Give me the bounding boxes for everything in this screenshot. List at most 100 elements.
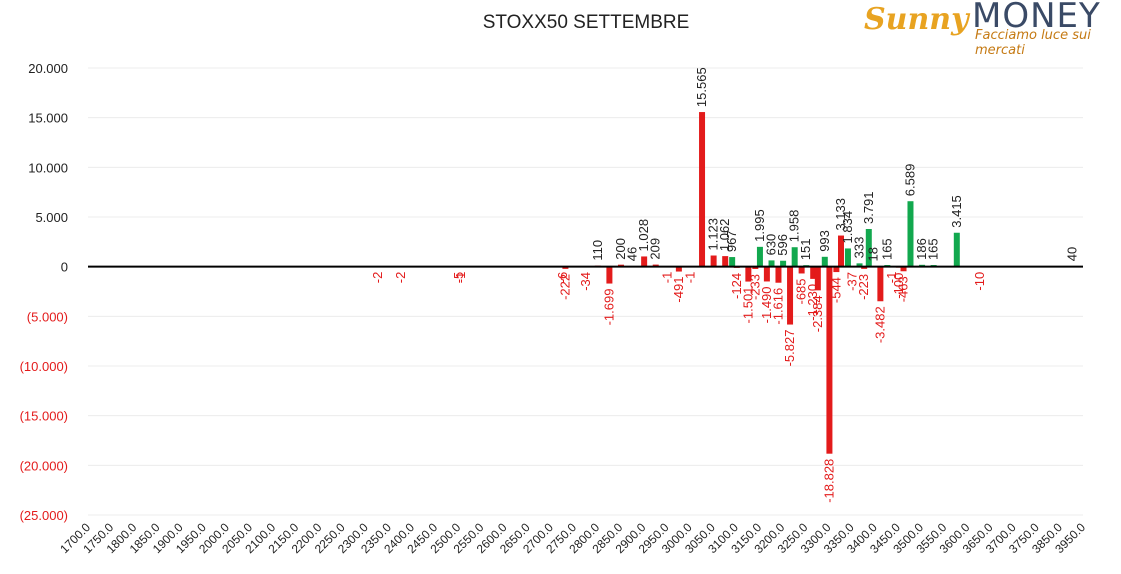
logo-wordmark: MONEY xyxy=(972,0,1101,36)
y-tick-label: 10.000 xyxy=(28,160,68,175)
bar-value-label: 165 xyxy=(879,238,894,260)
bar-value-label: 967 xyxy=(724,230,739,252)
bar-value-label: -1 xyxy=(682,272,697,284)
y-tick-label: (25.000) xyxy=(20,508,68,523)
bar-value-label: 40 xyxy=(1065,247,1080,261)
bar-value-label: 110 xyxy=(590,240,605,261)
bar-value-label: -491 xyxy=(671,277,686,303)
logo-script: Sunny xyxy=(864,2,969,37)
bar-value-label: 993 xyxy=(817,230,832,252)
bar-value-label: -100 xyxy=(891,273,906,299)
bar xyxy=(745,266,752,282)
bar-value-label: 596 xyxy=(775,234,790,256)
bar-value-label: -1.230 xyxy=(805,284,820,321)
bar-value-label: 18 xyxy=(865,247,880,261)
bar-value-label: -1.490 xyxy=(759,286,774,323)
bar xyxy=(810,266,817,279)
sunny-money-logo: Sunny MONEY Facciamo luce sui mercati xyxy=(862,0,1121,58)
bar xyxy=(641,256,648,267)
bar-value-label: 200 xyxy=(613,238,628,260)
bars xyxy=(374,112,1076,454)
bar-value-label: -3.482 xyxy=(872,306,887,343)
bar xyxy=(877,266,884,302)
bar-value-label: 3.415 xyxy=(949,195,964,228)
bar xyxy=(838,235,844,267)
bar xyxy=(752,266,759,269)
bar-value-label: -1.616 xyxy=(770,288,785,325)
bar xyxy=(722,256,729,267)
y-tick-label: 0 xyxy=(61,260,68,275)
bar xyxy=(562,266,569,269)
bar-value-label: 151 xyxy=(798,238,813,260)
bar-value-label: -233 xyxy=(747,274,762,300)
bar xyxy=(675,266,682,272)
x-axis-tick-labels: 1700.01750.01800.01850.01900.01950.02000… xyxy=(57,520,1088,556)
bar xyxy=(798,266,805,274)
bar-value-label: -2.384 xyxy=(810,295,825,332)
bar-value-label: 6.589 xyxy=(902,164,917,197)
y-tick-label: 5.000 xyxy=(35,210,68,225)
bar-value-label: 1.123 xyxy=(706,218,721,251)
bar-value-label: -1.501 xyxy=(740,287,755,324)
bar-value-label: -5.827 xyxy=(782,330,797,367)
y-tick-label: (10.000) xyxy=(20,359,68,374)
logo-tagline: Facciamo luce sui mercati xyxy=(975,28,1091,58)
bar-value-label: -6 xyxy=(555,272,570,284)
bar-value-label: 209 xyxy=(648,238,663,260)
bar xyxy=(763,266,770,282)
bar xyxy=(787,266,794,325)
chart-title: STOXX50 SETTEMBRE xyxy=(482,12,690,33)
bar xyxy=(606,266,613,284)
bar xyxy=(756,246,763,267)
bar-value-label: -18.828 xyxy=(821,459,836,503)
bar xyxy=(791,247,798,267)
bar-value-label: -1.699 xyxy=(601,289,616,326)
bar-value-label: 186 xyxy=(914,238,929,260)
bar-value-label: 1.958 xyxy=(787,210,802,243)
bar-value-label: -223 xyxy=(856,274,871,300)
bar-value-label: -10 xyxy=(972,272,987,291)
y-tick-label: (20.000) xyxy=(20,458,68,473)
bar xyxy=(907,201,914,267)
bar xyxy=(821,256,828,267)
y-tick-label: 20.000 xyxy=(28,61,68,76)
bar-value-label: 1.062 xyxy=(717,219,732,252)
bar-value-label: -124 xyxy=(729,273,744,299)
bar xyxy=(861,266,868,269)
bar-value-label: 3.133 xyxy=(833,198,848,231)
bar-value-label: -37 xyxy=(845,272,860,291)
bar-value-label: 15.565 xyxy=(694,67,709,107)
bar-value-label: -34 xyxy=(578,272,593,291)
bar xyxy=(814,266,821,291)
bar-value-label: -5 xyxy=(451,272,466,284)
bar-value-label: 630 xyxy=(764,234,779,256)
y-tick-label: (15.000) xyxy=(20,409,68,424)
bar-value-label: 3.791 xyxy=(861,191,876,224)
bar-value-label: -544 xyxy=(828,277,843,303)
bar-value-label: -685 xyxy=(794,278,809,304)
bar xyxy=(900,266,907,272)
bar xyxy=(833,266,840,273)
bar-value-label: -463 xyxy=(896,276,911,302)
bar xyxy=(826,266,833,454)
bar xyxy=(865,229,872,267)
bar-value-label: -1 xyxy=(453,272,468,284)
bar-value-label: 1.028 xyxy=(636,219,651,252)
bar-value-label: 1.834 xyxy=(840,211,855,244)
bar xyxy=(699,112,706,267)
bar xyxy=(953,232,960,267)
bar-value-label: 46 xyxy=(625,247,640,261)
bar-value-label: -2 xyxy=(370,272,385,284)
bar xyxy=(729,257,736,267)
bar-labels: -2 -2 -5-1 -6-222 -34110-1.699200461.028209-… xyxy=(370,67,1080,502)
bar-value-label: -1 xyxy=(659,272,674,284)
bar xyxy=(710,255,717,267)
gridlines xyxy=(88,67,1083,516)
bar xyxy=(844,248,851,267)
bar-value-label: -222 xyxy=(557,274,572,300)
bar xyxy=(780,260,787,267)
bar-value-label: 1.995 xyxy=(752,209,767,242)
bar xyxy=(775,266,782,283)
bar-value-label: -1 xyxy=(884,272,899,284)
bar xyxy=(768,260,775,267)
